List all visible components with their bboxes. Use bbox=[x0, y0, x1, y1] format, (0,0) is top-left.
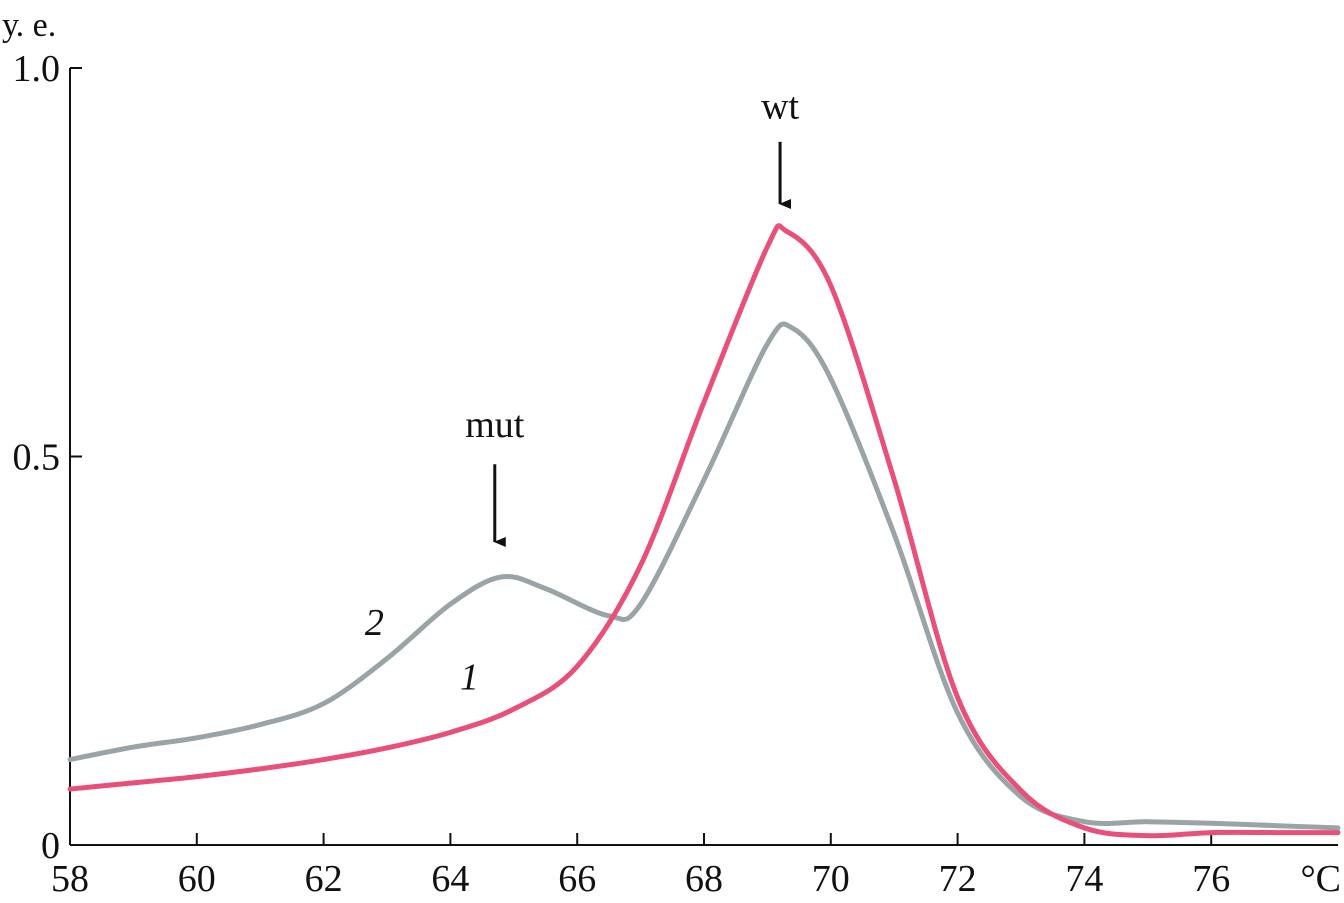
annotation-label-wt: wt bbox=[761, 86, 799, 128]
x-tick-label: 66 bbox=[558, 858, 596, 900]
x-tick-label: 72 bbox=[939, 858, 977, 900]
y-tick-label: 1.0 bbox=[13, 48, 61, 90]
series-label-2: 2 bbox=[365, 602, 384, 644]
x-tick-label: 62 bbox=[305, 858, 343, 900]
x-tick-label: 60 bbox=[178, 858, 216, 900]
annotation-label-mut: mut bbox=[465, 404, 525, 446]
x-tick-label: 70 bbox=[812, 858, 850, 900]
x-tick-label: 58 bbox=[51, 858, 89, 900]
series-line-1 bbox=[67, 223, 1341, 839]
series-label-1: 1 bbox=[460, 657, 479, 699]
y-tick-label: 0.5 bbox=[13, 437, 61, 479]
x-tick-label: 68 bbox=[685, 858, 723, 900]
annotations: wt mut 2 1 bbox=[365, 86, 800, 699]
series-line-2 bbox=[67, 321, 1341, 831]
curves bbox=[67, 223, 1341, 839]
x-tick-label: 74 bbox=[1065, 858, 1103, 900]
axes: 0 0.5 1.0 58 60 62 64 66 68 70 72 74 76 °C у. е. bbox=[2, 7, 1341, 900]
x-tick-label: 64 bbox=[431, 858, 469, 900]
x-unit-label: °C bbox=[1300, 858, 1341, 900]
y-axis-label: у. е. bbox=[2, 7, 56, 44]
y-tick-label: 0 bbox=[41, 825, 60, 867]
x-tick-label: 76 bbox=[1192, 858, 1230, 900]
